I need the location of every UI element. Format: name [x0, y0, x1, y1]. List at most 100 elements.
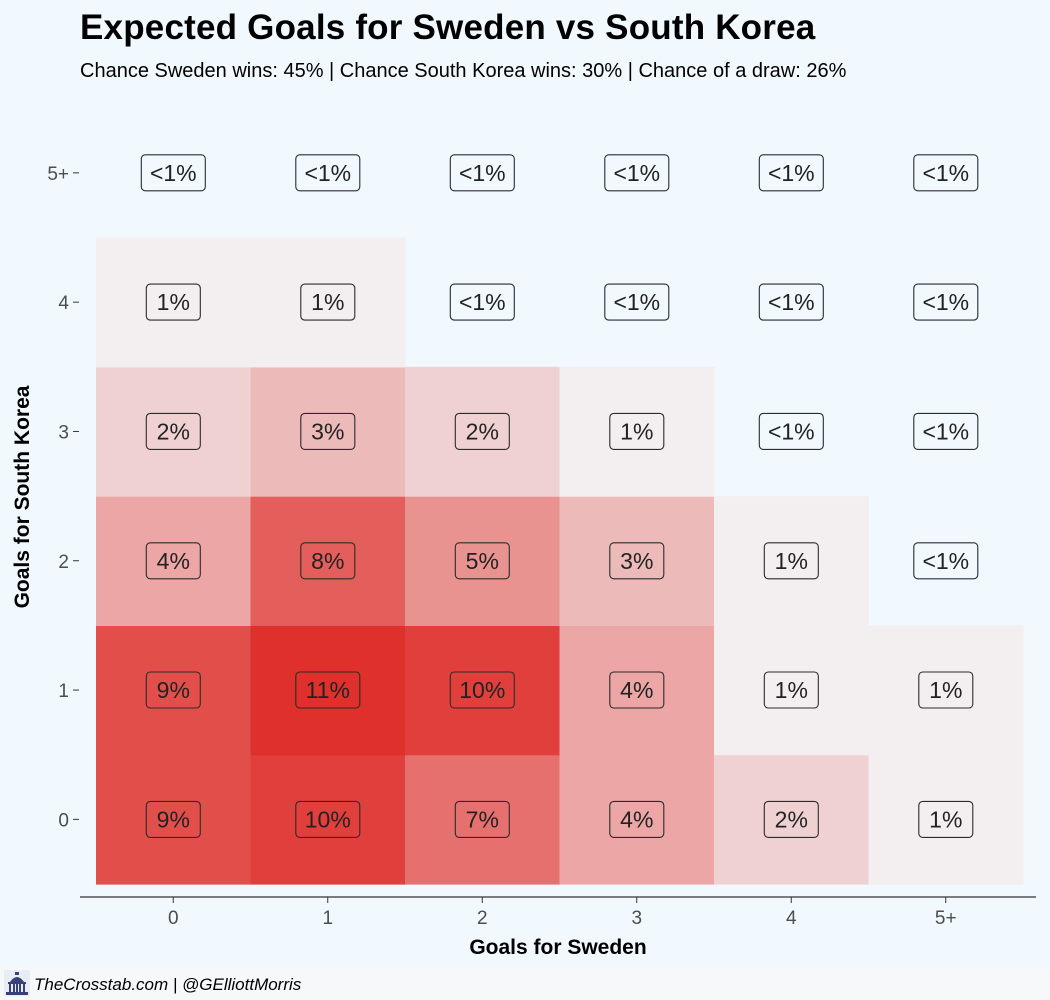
cell-label: 2%	[454, 412, 510, 450]
cell-label-box	[609, 542, 665, 580]
cell-label: 10%	[295, 800, 361, 838]
cell-label-text: 3%	[311, 418, 344, 444]
cell-label-text: <1%	[922, 548, 969, 574]
footer-credit: TheCrosstab.com | @GElliottMorris	[34, 975, 302, 994]
heatmap-cell	[96, 496, 252, 626]
cell-label: 1%	[918, 800, 974, 838]
heatmap-cell	[868, 625, 1024, 756]
heatmap-cell	[250, 625, 406, 756]
capitol-building-icon	[4, 970, 30, 996]
heatmap-cells	[96, 237, 1024, 885]
cell-label-box	[918, 671, 974, 709]
cell-label-text: <1%	[768, 289, 815, 315]
cell-label-text: 1%	[929, 806, 962, 832]
x-tick-label: 0	[168, 908, 179, 929]
cell-label-box	[604, 283, 670, 321]
heatmap-cell	[868, 754, 1024, 885]
cell-label-box	[758, 154, 824, 192]
cell-label-box	[913, 283, 979, 321]
cell-label: 1%	[609, 412, 665, 450]
heatmap-cell	[405, 496, 561, 626]
cell-label-text: <1%	[768, 418, 815, 444]
cell-label-text: <1%	[459, 160, 506, 186]
cell-label: 4%	[609, 800, 665, 838]
cell-label-text: 9%	[157, 677, 190, 703]
footer-bar: TheCrosstab.com | @GElliottMorris	[0, 967, 1050, 1000]
cell-label-text: 8%	[311, 548, 344, 574]
heatmap-cell	[250, 366, 406, 497]
cell-label-box	[300, 283, 356, 321]
heatmap-cell	[405, 625, 561, 756]
cell-label-text: <1%	[922, 160, 969, 186]
y-axis-label: Goals for South Korea	[11, 385, 34, 608]
cell-label-text: 5%	[466, 548, 499, 574]
cell-label-text: <1%	[922, 289, 969, 315]
heatmap-cell	[250, 496, 406, 626]
cell-label-text: 2%	[775, 806, 808, 832]
heatmap-cell	[96, 366, 252, 497]
cell-label-text: 1%	[775, 677, 808, 703]
cell-label-box	[609, 671, 665, 709]
cell-label: 1%	[300, 283, 356, 321]
x-axis-ticks: 0 1 2 3 4 5+	[168, 897, 957, 929]
cell-label: 4%	[145, 542, 201, 580]
cell-label-box	[609, 800, 665, 838]
cell-label: 9%	[145, 671, 201, 709]
cell-label: <1%	[449, 154, 515, 192]
cell-label: 5%	[454, 542, 510, 580]
y-tick-label: 3	[58, 422, 69, 443]
cell-label: <1%	[913, 154, 979, 192]
cell-label-box	[300, 412, 356, 450]
cell-label-box	[140, 154, 206, 192]
cell-label-text: <1%	[150, 160, 197, 186]
cell-label: <1%	[913, 412, 979, 450]
cell-label-box	[145, 800, 201, 838]
cell-label-box	[145, 283, 201, 321]
heatmap-chart: 9% 10% 7% 4% 2% 1% 9% 11% 10% 4% 1% 1% 4% 8% 5% 3% 1% <1%…	[11, 154, 1036, 959]
cell-label: <1%	[449, 283, 515, 321]
cell-label: <1%	[913, 283, 979, 321]
cell-label-text: 1%	[157, 289, 190, 315]
heatmap-cell	[714, 625, 870, 756]
cell-label-box	[913, 154, 979, 192]
cell-label: 9%	[145, 800, 201, 838]
x-tick-label: 2	[477, 908, 488, 929]
cell-label-text: <1%	[304, 160, 351, 186]
x-tick-label: 5+	[935, 908, 957, 929]
y-tick-label: 4	[58, 293, 69, 314]
cell-label-text: <1%	[613, 160, 660, 186]
cell-label-text: 1%	[311, 289, 344, 315]
x-tick-label: 4	[786, 908, 797, 929]
y-tick-label: 2	[58, 552, 69, 573]
cell-label-text: 9%	[157, 806, 190, 832]
cell-label-text: 11%	[306, 677, 350, 703]
cell-label-text: <1%	[768, 160, 815, 186]
heatmap-cell	[714, 496, 870, 626]
cell-label-text: 7%	[466, 806, 499, 832]
heatmap-cell	[96, 625, 252, 756]
cell-label-text: 10%	[305, 806, 351, 832]
cell-label: 3%	[300, 412, 356, 450]
cell-labels: 9% 10% 7% 4% 2% 1% 9% 11% 10% 4% 1% 1% 4% 8% 5% 3% 1% <1%…	[140, 154, 979, 838]
cell-label-box	[145, 542, 201, 580]
cell-label-text: 10%	[459, 677, 505, 703]
heatmap-cell	[250, 237, 406, 368]
heatmap-cell	[559, 366, 715, 497]
chart-title: Expected Goals for Sweden vs South Korea	[80, 8, 816, 47]
cell-label: 8%	[300, 542, 356, 580]
cell-label-text: 1%	[620, 418, 653, 444]
cell-label-box	[609, 412, 665, 450]
heatmap-cell	[559, 625, 715, 756]
cell-label-box	[454, 542, 510, 580]
heatmap-cell	[714, 754, 870, 885]
cell-label-text: 4%	[157, 548, 190, 574]
cell-label-text: 4%	[620, 677, 653, 703]
cell-label-text: 2%	[466, 418, 499, 444]
cell-label-box	[758, 283, 824, 321]
cell-label-box	[913, 412, 979, 450]
y-tick-label: 5+	[47, 164, 69, 185]
cell-label-box	[763, 542, 819, 580]
cell-label-box	[145, 412, 201, 450]
cell-label-text: 1%	[775, 548, 808, 574]
heatmap-cell	[250, 754, 406, 885]
